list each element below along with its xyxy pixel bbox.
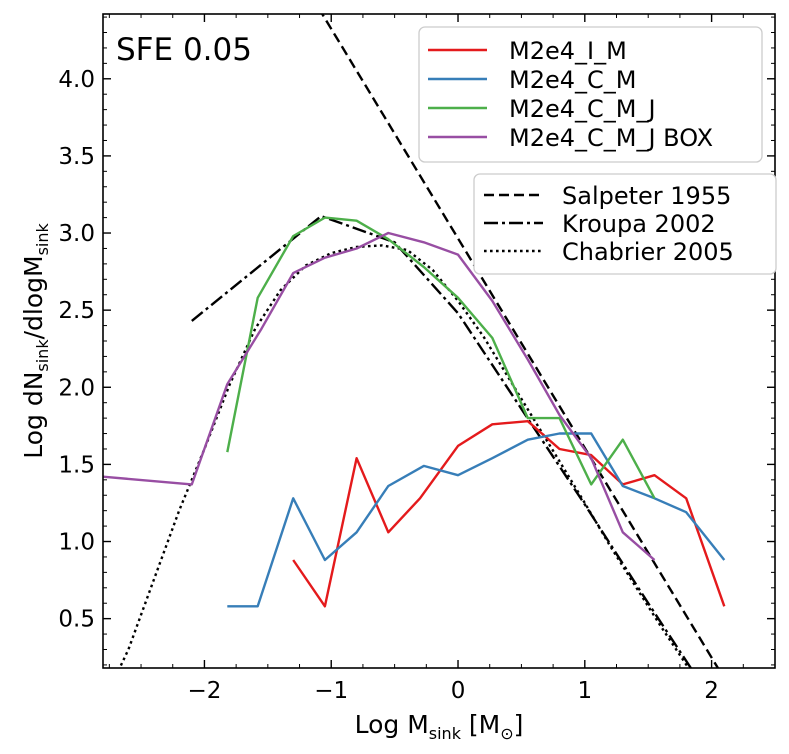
legend-label-m2e4-c-m: M2e4_C_M [509,66,636,94]
legend-label-salpeter: Salpeter 1955 [562,182,731,210]
x-axis-label-main: Log M [355,710,429,739]
legend-main: M2e4_I_M M2e4_C_M M2e4_C_M_J M2e4_C_M_J … [419,27,762,162]
reference-line-chabrier-2005 [103,245,693,703]
x-tick-label: 2 [704,678,719,704]
y-tick-label: 3.5 [58,144,95,170]
y-axis-label: Log dNsink/dlogMsink [19,223,52,459]
legend-label-m2e4-i-m: M2e4_I_M [509,37,627,65]
x-tick-label: 0 [451,678,466,704]
legend-label-m2e4-c-m-j: M2e4_C_M_J [509,95,656,123]
sfe-annotation: SFE 0.05 [116,32,252,68]
legend-label-kroupa: Kroupa 2002 [562,210,716,238]
y-axis-label-c: /dlogM [19,255,48,339]
y-tick-label: 2.0 [58,375,95,401]
chart: −2 −1 0 1 2 0.5 1.0 1.5 2.0 2.5 3.0 3.5 4.0 SFE 0.05… [0,0,789,754]
legend-label-m2e4-c-m-j-box: M2e4_C_M_J BOX [509,124,713,152]
y-axis-label-d: sink [33,223,52,256]
x-axis-label-sym: ⊙ [500,724,513,743]
y-axis-label-b: sink [33,339,52,372]
y-tick-label: 1.0 [58,530,95,556]
x-axis-label: Log Msink [M⊙] [355,710,524,743]
x-axis-label-unit: [M [461,710,500,739]
x-tick-label: −2 [187,678,221,704]
y-tick-label: 0.5 [58,607,95,633]
legend-label-chabrier: Chabrier 2005 [562,238,734,266]
y-tick-label: 3.0 [58,221,95,247]
x-tick-label: 1 [577,678,592,704]
x-tick-label: −1 [314,678,348,704]
x-axis-label-close: ] [514,710,524,739]
y-tick-label: 4.0 [58,67,95,93]
series-line-m2e4-c-m [227,434,724,607]
x-axis-label-sub: sink [429,724,462,743]
y-axis-label-a: Log dN [19,372,48,459]
y-tick-label: 2.5 [58,298,95,324]
legend-ref: Salpeter 1955 Kroupa 2002 Chabrier 2005 [474,174,776,274]
y-tick-label: 1.5 [58,452,95,478]
